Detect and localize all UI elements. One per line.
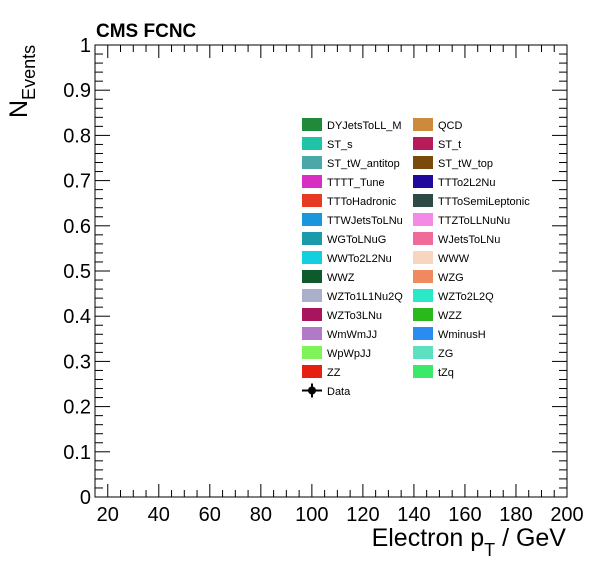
legend-swatch-WZTo2L2Q bbox=[413, 289, 433, 302]
legend-swatch-WGToLNuG bbox=[302, 232, 322, 245]
y-tick-label: 0 bbox=[80, 487, 91, 509]
y-tick-label: 0.6 bbox=[63, 216, 91, 238]
legend-swatch-WWZ bbox=[302, 270, 322, 283]
legend-swatch-WpWpJJ bbox=[302, 346, 322, 359]
legend-data-marker bbox=[302, 383, 322, 398]
legend-swatch-ZG bbox=[413, 346, 433, 359]
x-tick-label: 200 bbox=[550, 504, 583, 526]
legend-swatch-TTToSemiLeptonic bbox=[413, 194, 433, 207]
legend-swatch-QCD bbox=[413, 118, 433, 131]
legend-swatch-ST_tW_top bbox=[413, 156, 433, 169]
legend-label-ST_s: ST_s bbox=[327, 139, 353, 151]
legend-swatch-WZTo1L1Nu2Q bbox=[302, 289, 322, 302]
legend-swatch-WWTo2L2Nu bbox=[302, 251, 322, 264]
legend-swatch-TTWJetsToLNu bbox=[302, 213, 322, 226]
legend-label-ST_tW_top: ST_tW_top bbox=[438, 158, 493, 170]
legend-label-WZG: WZG bbox=[438, 272, 464, 284]
y-tick-label: 1 bbox=[80, 35, 91, 57]
legend-swatch-WminusH bbox=[413, 327, 433, 340]
legend-swatch-TTToHadronic bbox=[302, 194, 322, 207]
legend-label-TTWJetsToLNu: TTWJetsToLNu bbox=[327, 215, 403, 227]
legend-label-WminusH: WminusH bbox=[438, 329, 486, 341]
legend-label-ZG: ZG bbox=[438, 348, 453, 360]
legend-swatch-WZZ bbox=[413, 308, 433, 321]
y-tick-label: 0.7 bbox=[63, 171, 91, 193]
legend-label-data: Data bbox=[327, 386, 351, 398]
legend-data-point bbox=[308, 386, 316, 395]
y-tick-label: 0.2 bbox=[63, 397, 91, 419]
x-tick-label: 100 bbox=[295, 504, 328, 526]
legend-swatch-WZTo3LNu bbox=[302, 308, 322, 321]
legend-label-ST_tW_antitop: ST_tW_antitop bbox=[327, 158, 400, 170]
x-axis-ticks bbox=[94, 45, 568, 497]
legend-swatch-TTTT_Tune bbox=[302, 175, 322, 188]
y-tick-label: 0.5 bbox=[63, 261, 91, 283]
x-tick-label: 160 bbox=[448, 504, 481, 526]
legend-swatch-WmWmJJ bbox=[302, 327, 322, 340]
legend-swatch-ST_s bbox=[302, 137, 322, 150]
legend-label-TTTT_Tune: TTTT_Tune bbox=[327, 177, 385, 189]
x-tick-label: 60 bbox=[199, 504, 221, 526]
y-tick-label: 0.3 bbox=[63, 351, 91, 373]
legend-label-WWZ: WWZ bbox=[327, 272, 355, 284]
x-axis-tick-labels: 20 40 60 80 100 120 140 160 180 200 bbox=[97, 504, 584, 526]
y-tick-label: 0.1 bbox=[63, 442, 91, 464]
y-tick-label: 0.9 bbox=[63, 80, 91, 102]
chart-title: CMS FCNC bbox=[96, 21, 197, 42]
x-tick-label: 20 bbox=[97, 504, 119, 526]
y-tick-label: 0.8 bbox=[63, 125, 91, 147]
legend-label-WpWpJJ: WpWpJJ bbox=[327, 348, 371, 360]
legend-swatch-ZZ bbox=[302, 365, 322, 378]
legend-label-WZTo2L2Q: WZTo2L2Q bbox=[438, 291, 494, 303]
legend-swatch-WJetsToLNu bbox=[413, 232, 433, 245]
legend-label-TTTo2L2Nu: TTTo2L2Nu bbox=[438, 177, 495, 189]
legend-swatch-DYJetsToLL_M bbox=[302, 118, 322, 131]
legend-label-TTZToLLNuNu: TTZToLLNuNu bbox=[438, 215, 510, 227]
legend-label-WmWmJJ: WmWmJJ bbox=[327, 329, 377, 341]
y-axis-tick-labels: 0 0.1 0.2 0.3 0.4 0.5 0.6 0.7 0.8 0.9 1 bbox=[63, 35, 91, 509]
legend-swatch-ST_tW_antitop bbox=[302, 156, 322, 169]
legend: DYJetsToLL_M QCD ST_s ST_t ST_tW_antitop ST_t… bbox=[302, 118, 530, 398]
x-tick-label: 180 bbox=[499, 504, 532, 526]
legend-swatch-tZq bbox=[413, 365, 433, 378]
y-axis-title: NEvents bbox=[5, 45, 39, 118]
x-tick-label: 80 bbox=[250, 504, 272, 526]
legend-swatch-ST_t bbox=[413, 137, 433, 150]
legend-swatch-WWW bbox=[413, 251, 433, 264]
legend-label-WZTo3LNu: WZTo3LNu bbox=[327, 310, 382, 322]
legend-label-WWTo2L2Nu: WWTo2L2Nu bbox=[327, 253, 392, 265]
legend-label-ST_t: ST_t bbox=[438, 139, 461, 151]
x-axis-title: Electron pT / GeV bbox=[372, 524, 567, 560]
legend-label-TTToHadronic: TTToHadronic bbox=[327, 196, 397, 208]
y-axis-ticks bbox=[95, 44, 567, 498]
legend-label-WZTo1L1Nu2Q: WZTo1L1Nu2Q bbox=[327, 291, 403, 303]
legend-label-WGToLNuG: WGToLNuG bbox=[327, 234, 386, 246]
legend-label-tZq: tZq bbox=[438, 367, 454, 379]
legend-label-QCD: QCD bbox=[438, 120, 463, 132]
legend-label-DYJetsToLL_M: DYJetsToLL_M bbox=[327, 120, 402, 132]
y-tick-label: 0.4 bbox=[63, 306, 91, 328]
legend-label-WWW: WWW bbox=[438, 253, 470, 265]
x-tick-label: 40 bbox=[148, 504, 170, 526]
legend-label-TTToSemiLeptonic: TTToSemiLeptonic bbox=[438, 196, 530, 208]
legend-label-WZZ: WZZ bbox=[438, 310, 462, 322]
legend-swatch-TTTo2L2Nu bbox=[413, 175, 433, 188]
x-tick-label: 140 bbox=[397, 504, 430, 526]
legend-label-ZZ: ZZ bbox=[327, 367, 341, 379]
legend-swatch-WZG bbox=[413, 270, 433, 283]
legend-swatch-TTZToLLNuNu bbox=[413, 213, 433, 226]
legend-label-WJetsToLNu: WJetsToLNu bbox=[438, 234, 500, 246]
x-tick-label: 120 bbox=[346, 504, 379, 526]
